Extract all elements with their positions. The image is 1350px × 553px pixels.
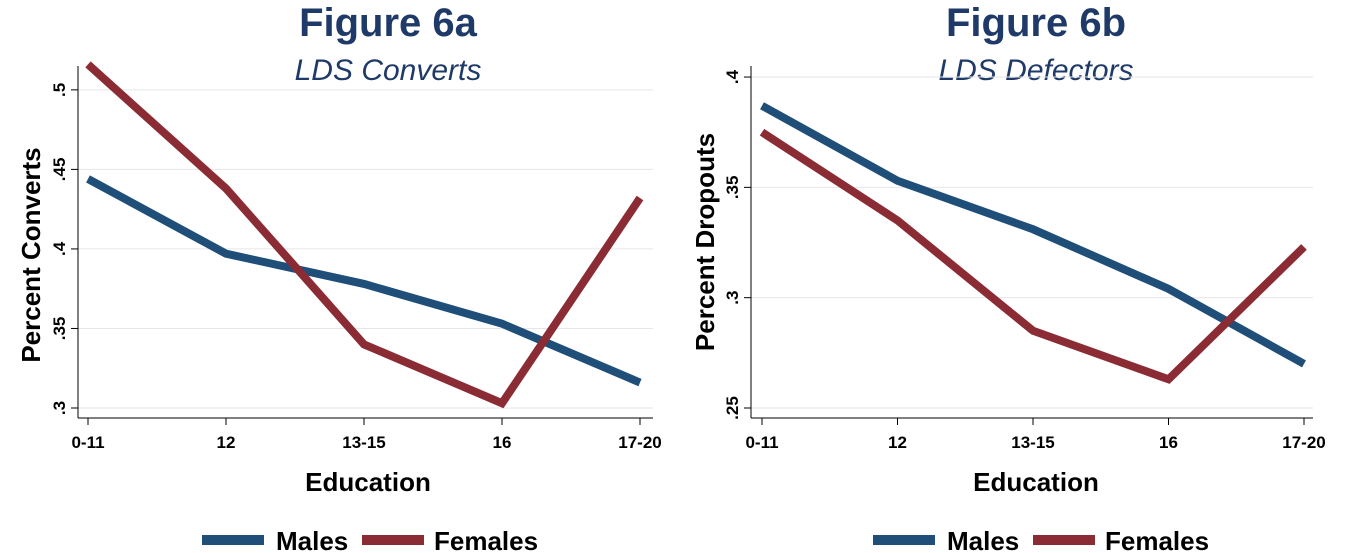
legend-label-males: Males xyxy=(947,526,1019,553)
chart-panel-6a: Figure 6a LDS Converts .3 .35 .4 .45 .5 0-11 1… xyxy=(16,1,662,553)
x-tick-label: 13-15 xyxy=(342,433,385,452)
x-tick-label: 12 xyxy=(888,433,907,452)
legend-swatch-males xyxy=(873,535,935,545)
y-tick-label: .3 xyxy=(723,291,742,305)
y-tick-label: .4 xyxy=(723,69,742,84)
y-axis-label: Percent Dropouts xyxy=(690,133,720,351)
y-tick-label: .5 xyxy=(50,83,69,97)
chart-6b: Figure 6b LDS Defectors .25 .3 .35 .4 0-11 12… xyxy=(690,1,1326,553)
x-tick-label: 0-11 xyxy=(745,433,778,452)
x-tick-label: 16 xyxy=(1159,433,1178,452)
chart-subtitle: LDS Converts xyxy=(295,54,482,87)
x-tick-label: 12 xyxy=(217,433,236,452)
y-tick-label: .4 xyxy=(50,241,69,256)
x-tick-label: 0-11 xyxy=(71,433,104,452)
legend-swatch-males xyxy=(202,535,264,545)
series-line-females xyxy=(759,128,1307,384)
chart-title: Figure 6b xyxy=(946,1,1126,45)
chart-title: Figure 6a xyxy=(299,1,478,45)
series-line-males xyxy=(760,102,1306,368)
chart-subtitle: LDS Defectors xyxy=(938,54,1133,87)
series-line-females xyxy=(85,61,644,409)
chart-6a: Figure 6a LDS Converts .3 .35 .4 .45 .5 0-11 1… xyxy=(16,1,662,553)
x-tick-label: 13-15 xyxy=(1011,433,1054,452)
y-axis-label: Percent Converts xyxy=(16,147,46,362)
legend: Males Females xyxy=(202,526,538,553)
x-tick-label: 17-20 xyxy=(1282,433,1325,452)
legend-label-females: Females xyxy=(434,526,538,553)
x-tick-label: 17-20 xyxy=(618,433,661,452)
x-axis-label: Education xyxy=(305,467,431,497)
y-tick-label: .25 xyxy=(723,396,742,420)
y-tick-label: .45 xyxy=(50,158,69,182)
legend-swatch-females xyxy=(362,535,424,545)
chart-panel-6b: Figure 6b LDS Defectors .25 .3 .35 .4 0-11 12… xyxy=(675,0,1350,553)
series-line-males xyxy=(86,175,642,387)
legend-label-females: Females xyxy=(1105,526,1209,553)
y-tick-label: .3 xyxy=(50,401,69,415)
x-tick-label: 16 xyxy=(493,433,512,452)
x-axis-label: Education xyxy=(973,467,1099,497)
y-tick-label: .35 xyxy=(50,317,69,341)
legend-label-males: Males xyxy=(276,526,348,553)
legend: Males Females xyxy=(873,526,1209,553)
legend-swatch-females xyxy=(1033,535,1095,545)
y-tick-label: .35 xyxy=(723,176,742,200)
